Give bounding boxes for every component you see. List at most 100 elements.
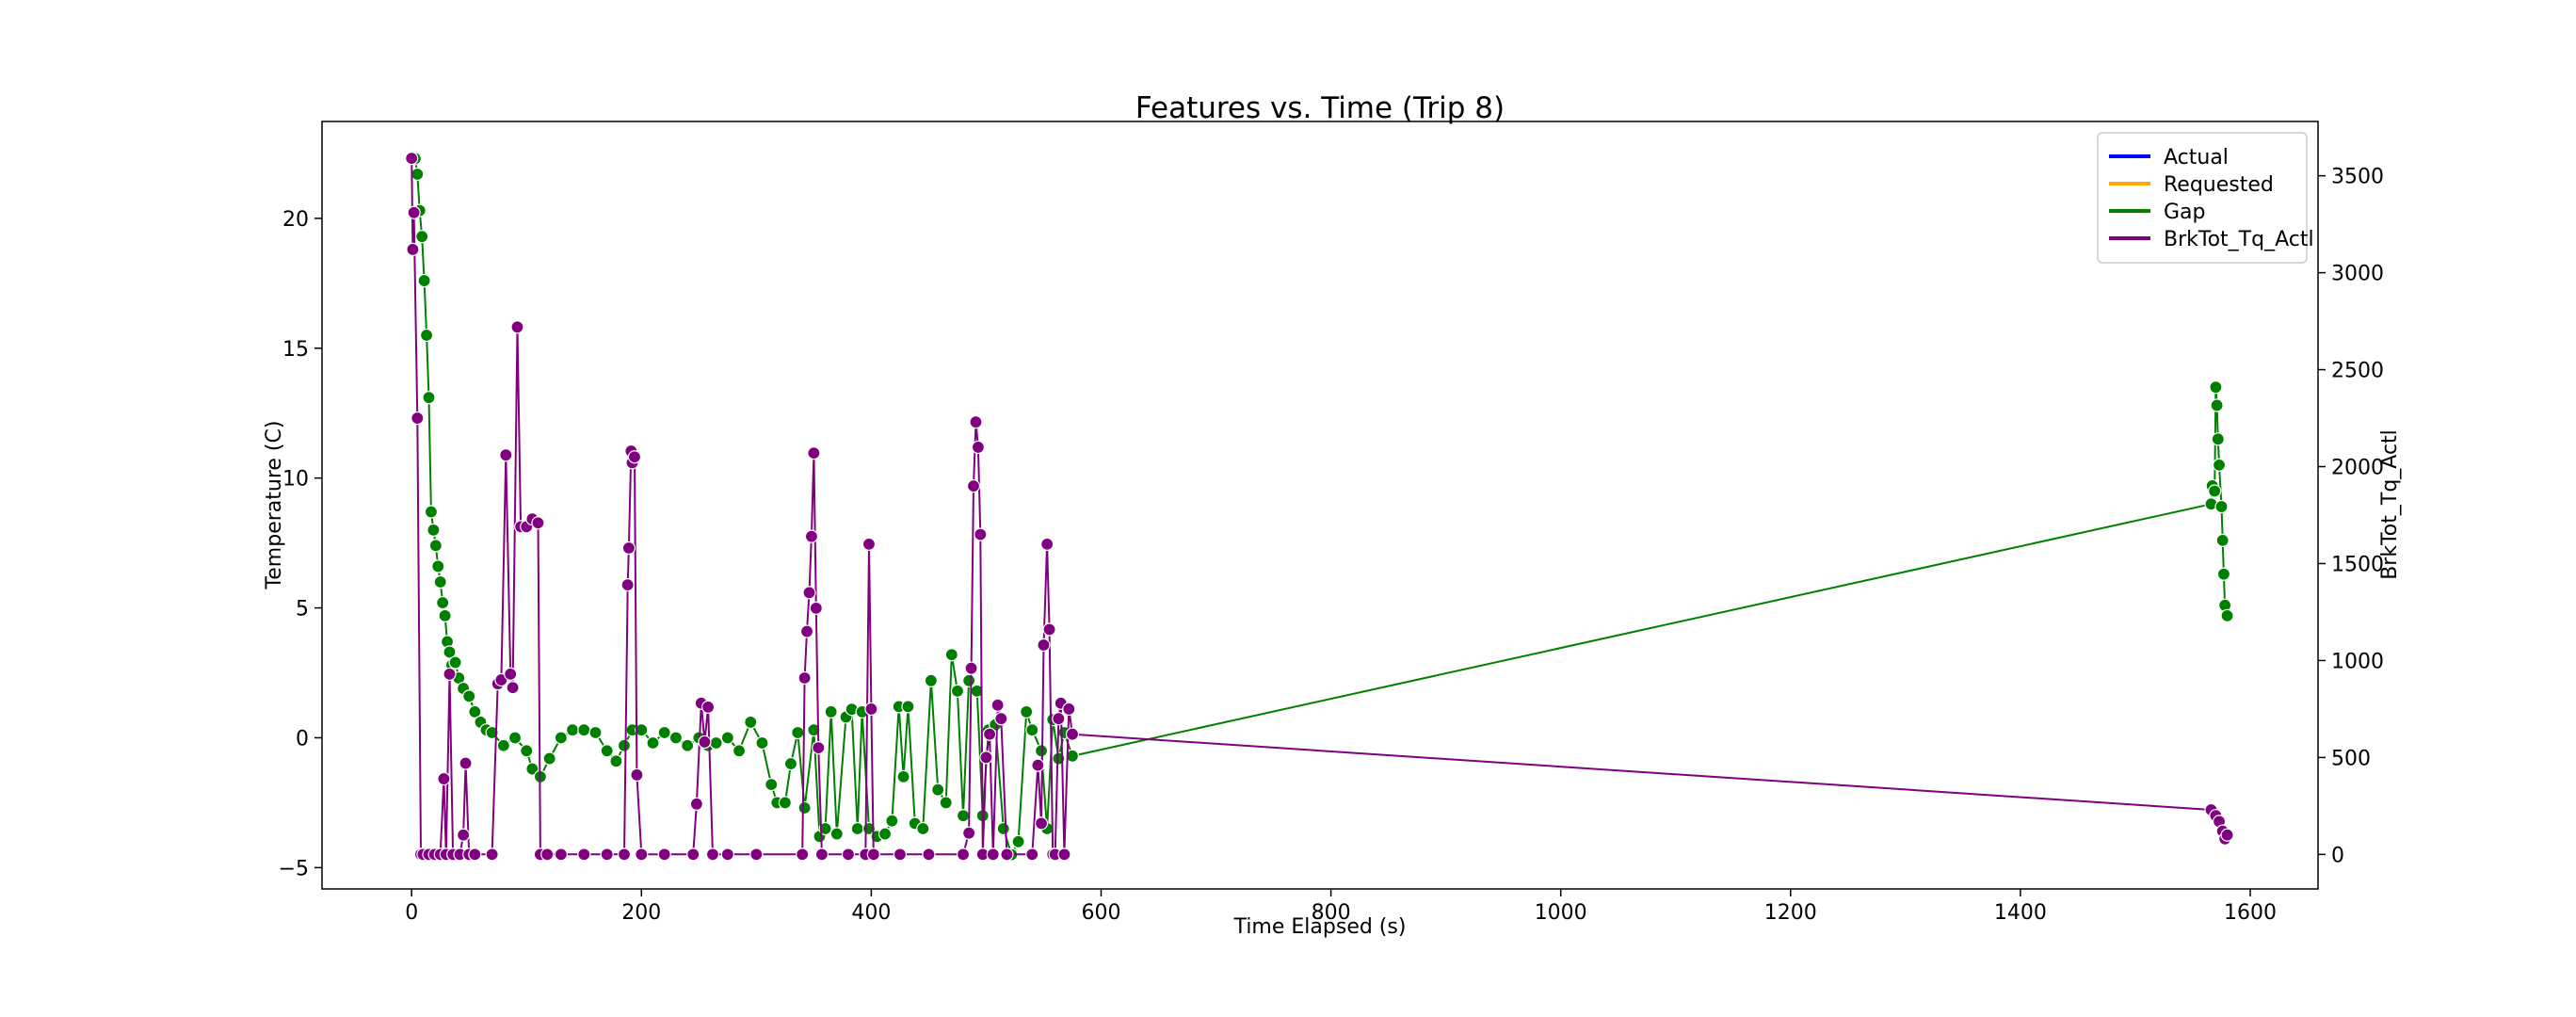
data-point	[437, 771, 451, 786]
legend-label: Gap	[2164, 201, 2206, 224]
data-point	[617, 738, 632, 752]
data-point	[885, 814, 899, 828]
data-point	[818, 821, 832, 836]
data-point	[422, 391, 436, 405]
data-point	[829, 827, 844, 841]
data-point	[705, 848, 720, 862]
data-point	[720, 848, 734, 862]
x-tick-label: 1600	[2224, 901, 2277, 925]
data-point	[531, 516, 545, 530]
data-point	[931, 783, 945, 797]
data-point	[507, 731, 523, 745]
data-point	[1011, 834, 1025, 848]
data-point	[1025, 848, 1039, 862]
data-point	[520, 744, 534, 758]
data-point	[1020, 704, 1034, 719]
data-point	[2208, 484, 2222, 498]
x-tick-label: 1200	[1764, 901, 1817, 925]
chart-title: Features vs. Time (Trip 8)	[1135, 91, 1505, 125]
data-point	[554, 848, 568, 862]
data-point	[2215, 533, 2230, 547]
y2-tick-label: 1500	[2331, 553, 2384, 576]
data-point	[1065, 749, 1080, 763]
data-point	[635, 723, 649, 737]
data-point	[657, 848, 671, 862]
data-point	[415, 230, 429, 244]
data-point	[443, 667, 457, 681]
x-tick-label: 0	[405, 901, 418, 925]
data-point	[506, 681, 520, 695]
data-point	[974, 527, 988, 541]
data-point	[698, 734, 712, 750]
data-point	[1062, 702, 1076, 717]
data-point	[901, 700, 915, 714]
data-point	[428, 539, 443, 553]
y-tick-label: 5	[296, 598, 309, 622]
data-point	[588, 725, 603, 740]
y2-tick-label: 3000	[2331, 263, 2384, 286]
data-point	[457, 828, 471, 842]
legend-box	[2097, 132, 2308, 264]
data-point	[807, 446, 821, 460]
data-point	[996, 821, 1010, 836]
data-point	[732, 744, 747, 758]
y2-tick-label: 1000	[2331, 650, 2384, 673]
data-point	[720, 731, 734, 745]
x-tick-label: 1400	[1994, 901, 2047, 925]
data-point	[436, 595, 450, 610]
data-point	[877, 827, 893, 841]
data-point	[990, 698, 1005, 712]
x-tick-label: 200	[621, 901, 661, 925]
data-point	[796, 848, 810, 862]
data-point	[939, 796, 953, 810]
data-point	[462, 689, 476, 703]
legend: Actual Requested Gap BrkTot_Tq_Actl	[2097, 132, 2314, 264]
data-point	[799, 624, 814, 638]
data-point	[600, 744, 614, 758]
data-point	[424, 505, 439, 519]
data-point	[969, 415, 983, 429]
data-point	[841, 848, 856, 862]
x-tick-label: 400	[851, 901, 891, 925]
data-point	[791, 725, 805, 740]
data-point	[1057, 848, 1071, 862]
data-point	[448, 655, 462, 670]
data-point	[765, 778, 779, 792]
data-point	[609, 754, 623, 768]
data-point	[755, 735, 769, 751]
data-point	[417, 273, 431, 288]
data-point	[419, 328, 434, 343]
data-point	[657, 725, 671, 740]
data-point	[411, 167, 425, 182]
y2-axis-label: BrkTot_Tq_Actl	[2378, 429, 2402, 580]
data-point	[438, 608, 452, 622]
data-point	[864, 702, 878, 717]
legend-label: Requested	[2164, 173, 2274, 197]
data-point	[994, 712, 1008, 726]
data-point	[468, 848, 482, 862]
data-point	[950, 684, 965, 698]
y-tick-label: −5	[279, 857, 309, 880]
data-point	[983, 727, 997, 741]
data-point	[797, 800, 812, 815]
y-tick-label: 0	[296, 727, 309, 751]
data-point	[686, 848, 700, 862]
data-point	[627, 450, 642, 464]
data-point	[866, 848, 880, 862]
data-point	[443, 645, 457, 659]
data-point	[504, 667, 518, 681]
data-point	[577, 723, 591, 737]
data-point	[681, 738, 695, 752]
data-point	[2214, 499, 2229, 514]
data-point	[1025, 723, 1039, 737]
data-point	[510, 320, 524, 334]
y-axis-label: Temperature (C)	[263, 421, 286, 590]
y2-tick-label: 2000	[2331, 457, 2384, 480]
data-point	[1065, 727, 1080, 741]
data-point	[499, 448, 513, 462]
y2-tick-label: 3500	[2331, 166, 2384, 189]
data-point	[406, 242, 420, 257]
data-point	[542, 751, 556, 766]
x-axis-label: Time Elapsed (s)	[1233, 915, 1407, 939]
